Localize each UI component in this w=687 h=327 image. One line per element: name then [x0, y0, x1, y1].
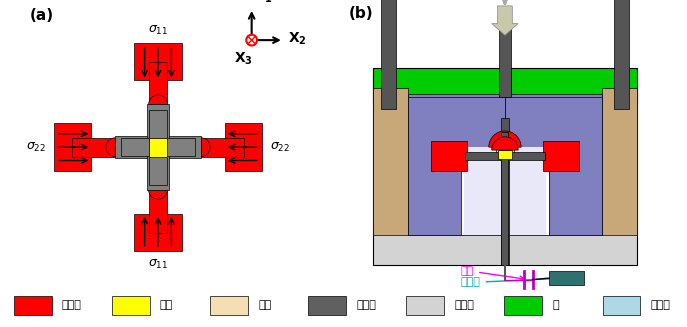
Circle shape — [247, 35, 257, 45]
Wedge shape — [148, 95, 168, 104]
Bar — [210, 296, 248, 315]
Bar — [372, 74, 638, 265]
Wedge shape — [148, 190, 168, 199]
Bar — [502, 132, 508, 265]
Bar — [148, 190, 168, 233]
Bar — [414, 143, 466, 166]
Text: 硅油: 硅油 — [258, 301, 271, 310]
Bar — [372, 68, 638, 103]
Bar — [614, 0, 629, 109]
Bar — [406, 296, 444, 315]
Text: (a): (a) — [30, 8, 54, 23]
Text: $\sigma_{11}$: $\sigma_{11}$ — [148, 24, 168, 38]
Bar — [549, 271, 585, 285]
Text: 密封圈: 密封圈 — [651, 301, 671, 310]
Bar — [408, 94, 602, 235]
Text: 钢: 钢 — [552, 301, 559, 310]
Text: 受压杆: 受压杆 — [357, 301, 376, 310]
Bar — [148, 61, 168, 104]
Bar — [148, 138, 168, 157]
Text: 加载块: 加载块 — [62, 301, 82, 310]
Text: 电容: 电容 — [461, 266, 524, 281]
Bar — [504, 296, 542, 315]
Bar — [134, 43, 182, 80]
Bar — [112, 296, 150, 315]
Bar — [147, 104, 169, 190]
Bar — [372, 88, 408, 235]
Text: $\sigma_{22}$: $\sigma_{22}$ — [25, 141, 45, 154]
Text: $\mathbf{X_2}$: $\mathbf{X_2}$ — [288, 31, 306, 47]
Bar — [308, 296, 346, 315]
Wedge shape — [201, 138, 210, 157]
Bar — [499, 9, 511, 97]
Text: $\sigma_{22}$: $\sigma_{22}$ — [271, 141, 291, 154]
Text: 样品: 样品 — [160, 301, 173, 310]
Bar — [543, 143, 596, 166]
Bar — [134, 214, 182, 251]
Polygon shape — [505, 97, 602, 235]
Bar — [543, 141, 578, 171]
Bar — [115, 136, 201, 158]
Bar — [225, 123, 262, 171]
Bar — [14, 296, 52, 315]
Text: $\sigma_{11}$: $\sigma_{11}$ — [148, 258, 168, 271]
Wedge shape — [492, 137, 518, 150]
Bar — [201, 138, 244, 157]
Bar — [501, 118, 509, 265]
Bar — [496, 147, 514, 158]
Bar — [497, 150, 513, 159]
Bar — [587, 132, 602, 153]
Bar — [150, 110, 166, 185]
Polygon shape — [408, 97, 505, 235]
Bar — [120, 139, 196, 155]
Wedge shape — [106, 138, 115, 157]
Bar — [423, 141, 452, 156]
Bar — [408, 132, 423, 153]
Bar — [148, 138, 168, 157]
Bar — [120, 138, 196, 156]
Bar — [464, 147, 546, 235]
Bar — [558, 141, 587, 156]
Bar — [381, 0, 396, 109]
Text: $\mathbf{X_1}$: $\mathbf{X_1}$ — [254, 0, 273, 5]
Bar — [149, 110, 167, 185]
Bar — [461, 144, 549, 235]
Wedge shape — [488, 131, 521, 147]
Bar — [602, 296, 640, 315]
Bar — [465, 152, 545, 161]
Text: (b): (b) — [349, 6, 374, 21]
Bar — [54, 123, 91, 171]
Text: 静电计: 静电计 — [461, 276, 563, 287]
Bar — [602, 88, 638, 235]
Text: 氧化铝: 氧化铝 — [454, 301, 474, 310]
Bar — [72, 138, 115, 157]
FancyArrow shape — [492, 6, 518, 35]
Text: $\mathbf{X_3}$: $\mathbf{X_3}$ — [234, 51, 253, 67]
Text: 高电压: 高电压 — [431, 99, 501, 147]
Bar — [431, 141, 466, 171]
